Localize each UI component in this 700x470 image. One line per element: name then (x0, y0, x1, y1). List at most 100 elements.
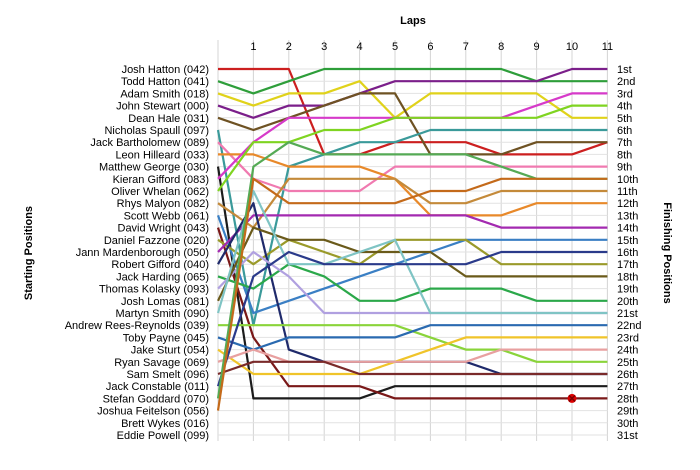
chart-title: Laps (400, 15, 426, 27)
starting-position-label: Jack Constable (011) (106, 381, 209, 393)
finishing-position-label: 20th (617, 296, 638, 308)
starting-position-label: Joshua Feitelson (056) (97, 406, 209, 418)
driver-series-line (216, 227, 608, 400)
finishing-position-label: 27th (617, 381, 638, 393)
finishing-position-label: 21st (617, 308, 638, 320)
starting-position-label: Robert Gifford (040) (111, 259, 209, 271)
starting-position-label: Rhys Malyon (082) (117, 198, 209, 210)
finishing-position-label: 2nd (617, 76, 635, 88)
lap-tick-label: 11 (602, 41, 613, 53)
finishing-position-label: 11th (617, 186, 638, 198)
lap-tick-label: 8 (498, 41, 504, 53)
driver-series-line (217, 80, 608, 119)
starting-position-label: Josh Lomas (081) (121, 296, 209, 308)
finishing-position-label: 18th (617, 271, 638, 283)
finishing-position-label: 29th (617, 406, 638, 418)
lap-tick-label: 9 (534, 41, 540, 53)
driver-series-line (217, 141, 608, 193)
finishing-position-label: 10th (617, 174, 638, 186)
starting-position-label: John Stewart (000) (116, 101, 209, 113)
finishing-position-label: 26th (617, 369, 638, 381)
starting-position-label: Thomas Kolasky (093) (99, 284, 209, 296)
driver-series-line (217, 92, 608, 156)
driver-series-line (217, 104, 608, 192)
finishing-position-label: 17th (617, 259, 638, 271)
finishing-position-label: 7th (617, 137, 632, 149)
starting-position-label: Josh Hatton (042) (122, 64, 209, 76)
lap-tick-label: 2 (286, 41, 292, 53)
finishing-position-label: 8th (617, 149, 632, 161)
starting-position-label: Leon Hilleard (033) (115, 149, 209, 161)
finishing-position-label: 31st (617, 430, 638, 442)
finishing-position-label: 25th (617, 357, 638, 369)
finishing-position-label: 9th (617, 162, 632, 174)
lap-tick-label: 10 (566, 41, 578, 53)
starting-position-label: Stefan Goddard (070) (103, 393, 209, 405)
starting-position-label: Adam Smith (018) (120, 88, 209, 100)
lap-tick-label: 1 (250, 41, 256, 53)
driver-series-line (216, 141, 608, 399)
starting-position-label: Jack Harding (065) (116, 271, 209, 283)
label-layer: Laps Starting Positions Finishing Positi… (23, 15, 673, 442)
lap-tick-label: 4 (357, 41, 363, 53)
driver-series-line (216, 250, 608, 387)
finishing-position-label: 14th (617, 223, 638, 235)
starting-position-label: Matthew George (030) (99, 162, 209, 174)
retired-marker (567, 393, 577, 403)
finishing-position-label: 1st (617, 64, 632, 76)
driver-series-line (216, 128, 608, 327)
starting-position-label: Toby Payne (045) (123, 332, 209, 344)
finishing-position-label: 12th (617, 198, 638, 210)
finishing-position-label: 23rd (617, 332, 639, 344)
finishing-position-label: 30th (617, 418, 638, 430)
finishing-position-label: 3rd (617, 88, 633, 100)
driver-series-line (217, 324, 608, 351)
finishing-position-label: 13th (617, 210, 638, 222)
starting-position-label: Jann Mardenborough (050) (76, 247, 209, 259)
starting-position-label: Jake Sturt (054) (131, 345, 209, 357)
driver-series-line (217, 214, 608, 253)
driver-series-line (218, 67, 608, 156)
starting-position-label: Dean Hale (031) (128, 113, 209, 125)
driver-series-line (217, 238, 608, 266)
starting-position-label: Andrew Rees-Reynolds (039) (65, 320, 209, 332)
driver-series-line (217, 226, 608, 302)
starting-position-label: Martyn Smith (090) (115, 308, 209, 320)
finishing-position-label: 24th (617, 345, 638, 357)
starting-position-label: Daniel Fazzone (020) (104, 235, 209, 247)
series-layer (216, 67, 608, 411)
driver-series-line (217, 336, 608, 376)
finishing-position-label: 4th (617, 101, 632, 113)
y-axis-label-right: Finishing Positions (661, 202, 673, 303)
finishing-position-label: 22nd (617, 320, 641, 332)
finishing-position-label: 6th (617, 125, 632, 137)
starting-position-label: Jack Bartholomew (089) (90, 137, 209, 149)
finishing-position-label: 19th (617, 284, 638, 296)
driver-series-line (217, 67, 608, 119)
starting-position-label: Eddie Powell (099) (117, 430, 209, 442)
driver-series-line (216, 189, 608, 315)
starting-position-label: Nicholas Spaull (097) (104, 125, 209, 137)
driver-series-line (217, 263, 608, 302)
finishing-position-label: 28th (617, 393, 638, 405)
driver-series-line (218, 153, 608, 217)
starting-position-label: Scott Webb (061) (124, 210, 209, 222)
starting-position-label: Todd Hatton (041) (121, 76, 209, 88)
starting-position-label: David Wright (043) (118, 223, 210, 235)
finishing-position-label: 5th (617, 113, 632, 125)
driver-series-line (217, 360, 608, 376)
lap-tick-label: 6 (427, 41, 433, 53)
starting-position-label: Ryan Savage (069) (114, 357, 209, 369)
starting-position-label: Kieran Gifford (083) (113, 174, 209, 186)
starting-position-label: Oliver Whelan (062) (111, 186, 209, 198)
finishing-position-label: 15th (617, 235, 638, 247)
lap-tick-label: 3 (321, 41, 327, 53)
lap-tick-label: 7 (463, 41, 469, 53)
driver-series-line (217, 177, 608, 229)
driver-series-line (216, 177, 608, 411)
driver-series-line (217, 67, 608, 95)
y-axis-label-left: Starting Positions (23, 206, 35, 300)
lap-tick-label: 5 (392, 41, 398, 53)
